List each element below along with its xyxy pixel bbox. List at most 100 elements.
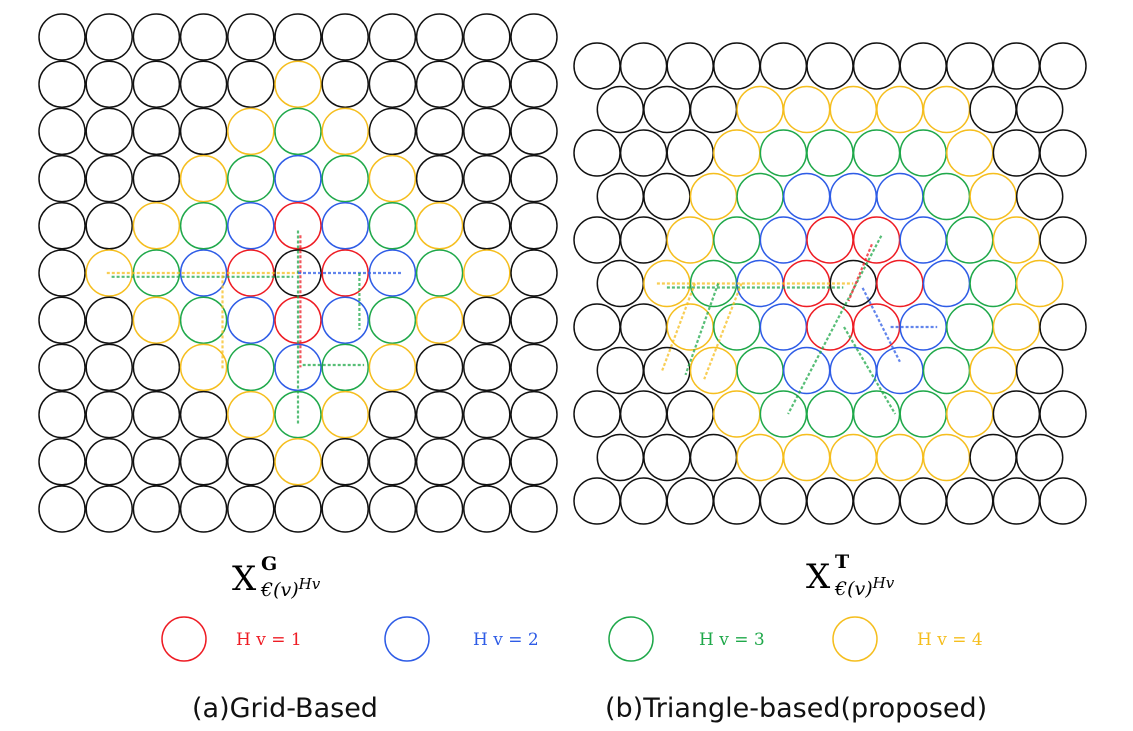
- triangle-node: [1039, 390, 1087, 438]
- grid-node: [274, 107, 322, 156]
- triangle-node: [689, 172, 738, 221]
- grid-node: [179, 202, 228, 250]
- grid-node: [368, 485, 417, 533]
- triangle-node: [1015, 85, 1064, 134]
- grid-node: [132, 60, 181, 108]
- grid-node: [510, 13, 558, 61]
- triangle-node: [1039, 129, 1087, 177]
- triangle-node: [829, 85, 878, 134]
- triangle-node: [573, 477, 621, 525]
- triangle-node: [946, 42, 994, 90]
- grid-node: [321, 343, 369, 392]
- grid-node: [274, 343, 322, 392]
- grid-node: [227, 13, 275, 61]
- triangle-node: [596, 172, 645, 221]
- triangle-node: [899, 216, 947, 264]
- triangle-node: [876, 433, 924, 482]
- triangle-node: [619, 216, 668, 264]
- triangle-based-panel: [573, 42, 1087, 525]
- triangle-node: [759, 129, 808, 177]
- grid-node: [132, 485, 181, 533]
- triangle-node: [759, 477, 808, 525]
- triangle-node: [852, 477, 901, 525]
- grid-node: [179, 107, 228, 156]
- legend-label-hop-3: H v = 3: [699, 630, 765, 650]
- triangle-node: [666, 477, 714, 525]
- grid-node: [227, 202, 275, 250]
- grid-node: [415, 390, 464, 439]
- grid-node: [510, 154, 558, 203]
- grid-node: [321, 296, 369, 344]
- grid-node: [415, 343, 464, 392]
- grid-node: [227, 390, 275, 439]
- triangle-node: [922, 172, 971, 221]
- triangle-node: [1015, 433, 1064, 482]
- grid-node: [368, 249, 417, 297]
- grid-node: [463, 296, 511, 344]
- grid-node: [463, 485, 511, 533]
- triangle-node: [876, 259, 924, 308]
- legend-item-hop-4: H v = 4: [832, 616, 983, 662]
- triangle-node: [782, 433, 831, 482]
- grid-node: [179, 13, 228, 61]
- legend-item-hop-1: H v = 1: [161, 616, 302, 662]
- grid-node: [132, 296, 181, 344]
- triangle-node: [1039, 303, 1087, 351]
- formula-triangle-base: X: [806, 557, 831, 597]
- triangle-node: [689, 433, 738, 482]
- grid-node: [321, 13, 369, 61]
- grid-node: [85, 154, 133, 203]
- grid-node: [38, 107, 86, 156]
- triangle-node: [666, 303, 714, 351]
- triangle-node: [946, 390, 994, 438]
- triangle-route-line: [703, 283, 743, 380]
- grid-node: [510, 485, 558, 533]
- triangle-node: [643, 85, 691, 134]
- grid-node: [321, 60, 369, 108]
- triangle-node: [596, 346, 645, 395]
- triangle-node: [922, 346, 971, 395]
- triangle-node: [852, 129, 901, 177]
- triangle-node: [713, 477, 761, 525]
- triangle-node: [619, 129, 668, 177]
- triangle-node: [852, 390, 901, 438]
- grid-node: [132, 390, 181, 439]
- triangle-node: [946, 477, 994, 525]
- triangle-node: [806, 477, 854, 525]
- formula-grid-sub: €(v)Hv: [260, 575, 321, 601]
- grid-node: [463, 13, 511, 61]
- formula-grid-sup: G: [261, 553, 277, 575]
- grid-node: [179, 296, 228, 344]
- triangle-node: [666, 390, 714, 438]
- grid-node: [38, 202, 86, 250]
- grid-node: [85, 390, 133, 439]
- triangle-node: [969, 346, 1017, 395]
- triangle-node: [759, 42, 808, 90]
- triangle-node: [969, 259, 1017, 308]
- triangle-node: [713, 216, 761, 264]
- triangle-node: [946, 216, 994, 264]
- grid-node: [463, 60, 511, 108]
- grid-node: [227, 485, 275, 533]
- grid-node: [179, 343, 228, 392]
- grid-node: [85, 485, 133, 533]
- triangle-node: [573, 303, 621, 351]
- grid-node: [415, 438, 464, 486]
- grid-node: [85, 343, 133, 392]
- triangle-node: [573, 129, 621, 177]
- grid-node: [415, 202, 464, 250]
- triangle-node: [852, 42, 901, 90]
- grid-node: [415, 13, 464, 61]
- triangle-node: [969, 433, 1017, 482]
- grid-node: [415, 485, 464, 533]
- formula-triangle-sup: T: [835, 551, 849, 573]
- triangle-node: [666, 129, 714, 177]
- triangle-node: [829, 433, 878, 482]
- triangle-node: [713, 303, 761, 351]
- grid-node: [463, 390, 511, 439]
- grid-node: [415, 107, 464, 156]
- legend-swatch-hop-4: [832, 616, 878, 662]
- grid-node: [38, 60, 86, 108]
- grid-node: [85, 13, 133, 61]
- triangle-node: [713, 129, 761, 177]
